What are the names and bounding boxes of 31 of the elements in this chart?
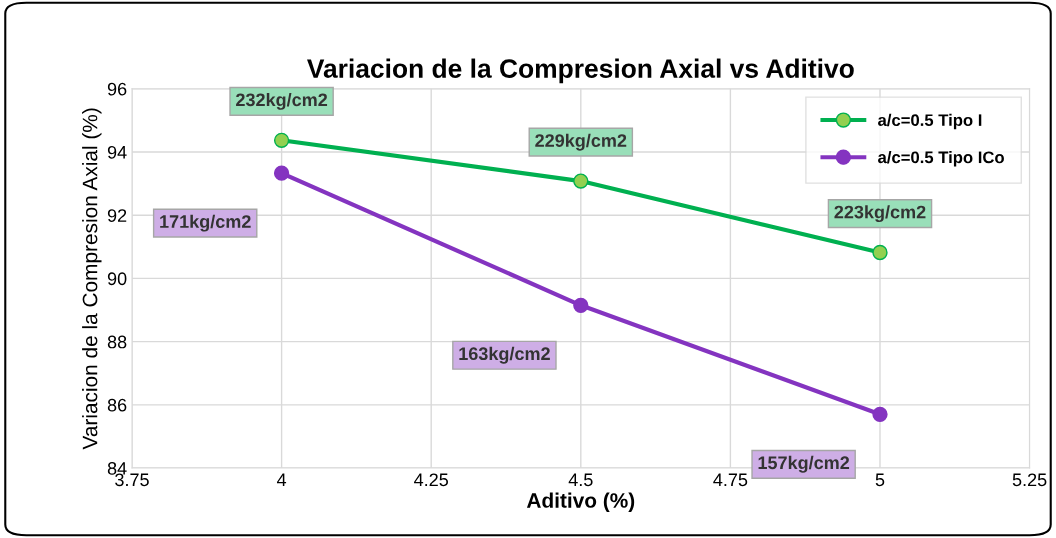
y-tick-label: 84 bbox=[107, 461, 127, 475]
annotation: 171kg/cm2 bbox=[160, 214, 251, 232]
annotation: 229kg/cm2 bbox=[535, 133, 627, 151]
x-tick-label: 5.25 bbox=[1012, 473, 1047, 487]
y-tick-label: 90 bbox=[107, 272, 127, 286]
y-axis-title: Variacion de la Compresion Axial (%) bbox=[82, 108, 102, 450]
legend-label: a/c=0.5 Tipo ICo bbox=[878, 150, 1004, 167]
chart-title: Variacion de la Compresion Axial vs Aditivo bbox=[307, 58, 854, 84]
point bbox=[872, 406, 888, 422]
y-tick-label: 86 bbox=[107, 398, 127, 412]
x-tick-label: 4.25 bbox=[414, 473, 449, 487]
x-tick-label: 3.75 bbox=[115, 473, 149, 487]
annotation: 223kg/cm2 bbox=[834, 205, 926, 223]
annotation: 232kg/cm2 bbox=[236, 92, 328, 110]
annotation: 157kg/cm2 bbox=[758, 455, 850, 473]
x-tick-label: 5 bbox=[875, 473, 885, 487]
annotation: 163kg/cm2 bbox=[459, 346, 550, 364]
point bbox=[273, 165, 290, 181]
x-tick-label: 4 bbox=[276, 473, 287, 487]
point bbox=[273, 132, 290, 148]
point bbox=[872, 244, 888, 261]
point bbox=[573, 297, 589, 313]
point bbox=[573, 173, 589, 189]
y-tick-label: 88 bbox=[107, 335, 127, 349]
x-tick-label: 4.5 bbox=[568, 473, 593, 487]
y-tick-label: 96 bbox=[107, 82, 127, 96]
y-tick-label: 92 bbox=[107, 209, 127, 222]
x-axis-title: Aditivo (%) bbox=[526, 492, 635, 512]
y-tick-label: 94 bbox=[107, 145, 127, 159]
x-tick-label: 4.75 bbox=[713, 473, 748, 487]
legend-label: a/c=0.5 Tipo I bbox=[878, 113, 982, 130]
